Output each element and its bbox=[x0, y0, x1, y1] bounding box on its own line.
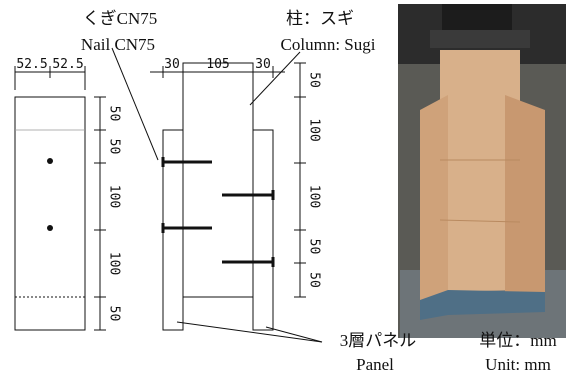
dim-label: 52.5 bbox=[52, 57, 83, 72]
dim-label: 30 bbox=[164, 57, 180, 72]
dim-label: 50 bbox=[307, 239, 322, 255]
dim-label: 100 bbox=[107, 252, 122, 275]
photo bbox=[398, 4, 566, 338]
dim-label: 52.5 bbox=[16, 57, 47, 72]
dim-label: 50 bbox=[307, 272, 322, 288]
panel-label-en: Panel bbox=[356, 355, 394, 374]
nail-dot bbox=[47, 158, 53, 164]
column-label-en: Column: Sugi bbox=[281, 35, 376, 54]
column-front bbox=[15, 97, 85, 330]
panel bbox=[163, 130, 183, 330]
panel bbox=[253, 130, 273, 330]
unit-label-jp: 単位：mm bbox=[479, 331, 556, 350]
dim-label: 30 bbox=[255, 57, 271, 72]
dim-label: 50 bbox=[107, 139, 122, 155]
dim-label: 50 bbox=[307, 72, 322, 88]
diagram: 52.5 52.5 30 105 30 くぎCN75 Nail CN75 柱：ス… bbox=[0, 0, 568, 376]
dim-label: 50 bbox=[107, 306, 122, 322]
dim-label: 50 bbox=[107, 106, 122, 122]
dim-label: 100 bbox=[307, 185, 322, 208]
nails bbox=[163, 157, 273, 267]
dim-label: 100 bbox=[107, 185, 122, 208]
nail-label-en: Nail CN75 bbox=[81, 35, 155, 54]
unit-label-en: Unit: mm bbox=[485, 355, 551, 374]
panel-label-jp: 3層パネル bbox=[340, 331, 417, 350]
column-label-jp: 柱：スギ bbox=[286, 9, 354, 28]
dim-label: 100 bbox=[307, 118, 322, 141]
dim-label: 105 bbox=[206, 57, 229, 72]
leaders bbox=[112, 48, 322, 342]
nail-dot bbox=[47, 225, 53, 231]
nail-label-jp: くぎCN75 bbox=[83, 9, 158, 28]
dim-lines bbox=[15, 66, 100, 330]
